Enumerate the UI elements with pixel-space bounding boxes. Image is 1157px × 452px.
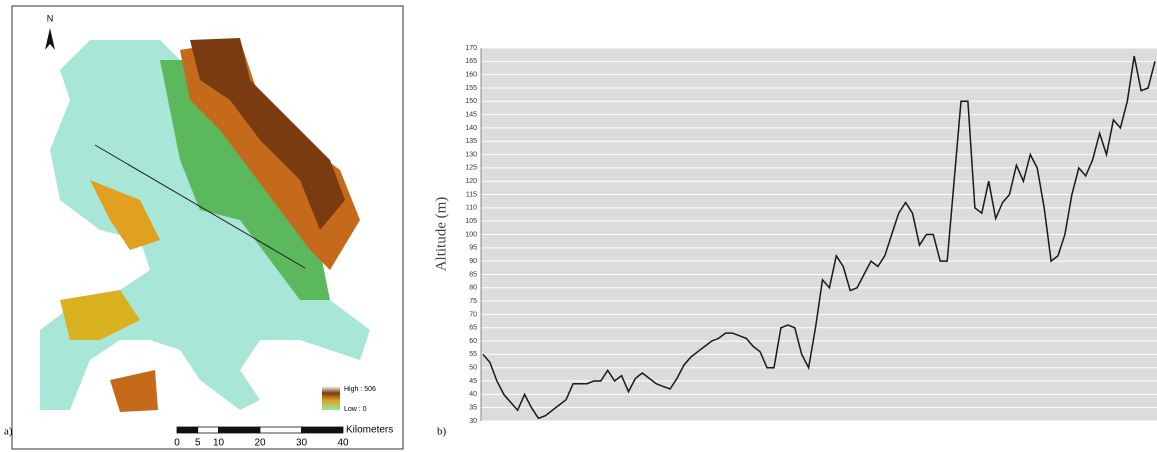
y-tick-label: 105 xyxy=(465,218,477,225)
scale-tick-label: 5 xyxy=(195,438,201,449)
y-tick-label: 90 xyxy=(469,258,477,265)
y-tick-label: 135 xyxy=(465,138,477,145)
y-tick-label: 50 xyxy=(469,365,477,372)
y-tick-label: 100 xyxy=(465,231,477,238)
y-tick-label: 145 xyxy=(465,111,477,118)
y-tick-label: 160 xyxy=(465,71,477,78)
y-axis-label: Altitude (m) xyxy=(433,197,449,272)
map-panel: N High : 506 Low : 0 0 5 10 20 30 40 Kilomete… xyxy=(4,6,403,449)
y-tick-label: 170 xyxy=(465,45,477,52)
y-tick-label: 75 xyxy=(469,298,477,305)
y-tick-label: 70 xyxy=(469,311,477,318)
y-tick-label: 80 xyxy=(469,285,477,292)
y-tick-label: 30 xyxy=(469,418,477,425)
legend-ramp xyxy=(322,386,340,410)
figure: N High : 506 Low : 0 0 5 10 20 30 40 Kilomete… xyxy=(0,0,1157,452)
scale-tick-label: 30 xyxy=(296,438,308,449)
panel-label-b: b) xyxy=(437,426,447,438)
scale-tick-label: 10 xyxy=(213,438,225,449)
y-tick-label: 35 xyxy=(469,405,477,412)
scale-segment xyxy=(302,427,344,433)
y-tick-label: 45 xyxy=(469,378,477,385)
y-tick-label: 120 xyxy=(465,178,477,185)
legend-low: Low : 0 xyxy=(344,406,367,413)
y-tick-label: 55 xyxy=(469,351,477,358)
y-tick-label: 110 xyxy=(466,205,477,212)
scale-tick-label: 0 xyxy=(174,438,180,449)
y-tick-label: 60 xyxy=(469,338,477,345)
panel-label-a: a) xyxy=(4,426,13,438)
y-tick-label: 40 xyxy=(469,391,477,398)
scale-unit: Kilometers xyxy=(346,425,393,436)
scale-tick-label: 40 xyxy=(337,438,349,449)
scale-segment xyxy=(198,427,219,433)
y-tick-label: 115 xyxy=(466,191,477,198)
y-tick-label: 150 xyxy=(465,98,477,105)
y-tick-label: 85 xyxy=(469,271,477,278)
y-tick-label: 130 xyxy=(465,151,477,158)
y-tick-label: 165 xyxy=(465,58,477,65)
y-tick-label: 125 xyxy=(465,165,477,172)
y-tick-label: 95 xyxy=(469,245,477,252)
y-tick-label: 140 xyxy=(465,125,477,132)
north-label: N xyxy=(47,13,54,23)
legend-high: High : 506 xyxy=(344,386,376,393)
scale-tick-label: 20 xyxy=(254,438,266,449)
scale-segment xyxy=(219,427,261,433)
scale-segment xyxy=(260,427,302,433)
profile-chart: b) Altitude (m) 30 35 40 45 50 55 60 65 70 75 80 85… xyxy=(433,45,1157,438)
scale-segment xyxy=(177,427,198,433)
y-tick-label: 155 xyxy=(465,85,477,92)
y-tick-label: 65 xyxy=(469,325,477,332)
